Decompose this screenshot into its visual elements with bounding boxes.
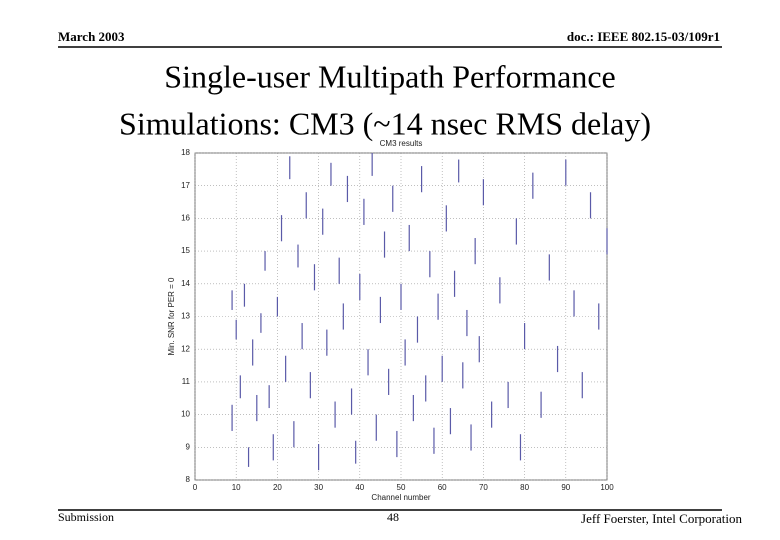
x-tick-label: 10 <box>232 483 241 492</box>
y-tick-label: 8 <box>186 475 191 484</box>
y-tick-label: 12 <box>181 344 190 353</box>
slide-title-line: Single-user Multipath Performance <box>164 58 615 94</box>
x-tick-label: 60 <box>438 483 447 492</box>
footer-left: Submission <box>58 510 114 524</box>
x-tick-label: 50 <box>397 483 406 492</box>
y-tick-label: 14 <box>181 279 190 288</box>
chart: 0 10 20 30 40 50 60 70 80 90 100 8 9 10 11 12 13 14 15 16 17… <box>167 139 614 502</box>
x-tick-label: 70 <box>479 483 488 492</box>
page-number: 48 <box>387 510 399 524</box>
x-tick-label: 80 <box>520 483 529 492</box>
header-date: March 2003 <box>58 29 125 44</box>
y-tick-label: 17 <box>181 181 190 190</box>
slide-title-line: Simulations: CM3 (~14 nsec RMS delay) <box>119 105 651 141</box>
x-tick-label: 100 <box>600 483 614 492</box>
x-tick-label: 40 <box>355 483 364 492</box>
header-doc: doc.: IEEE 802.15-03/109r1 <box>567 29 720 44</box>
y-tick-label: 9 <box>186 442 191 451</box>
y-axis-label: Min. SNR for PER = 0 <box>167 277 176 356</box>
y-tick-label: 11 <box>182 377 191 386</box>
y-tick-label: 13 <box>181 312 190 321</box>
y-tick-label: 16 <box>181 214 190 223</box>
x-tick-label: 90 <box>561 483 570 492</box>
x-axis-label: Channel number <box>371 493 430 502</box>
y-tick-label: 15 <box>181 246 190 255</box>
y-tick-label: 10 <box>181 410 190 419</box>
y-tick-label: 18 <box>181 148 190 157</box>
plot-frame <box>194 152 608 481</box>
x-tick-label: 30 <box>314 483 323 492</box>
x-tick-label: 20 <box>273 483 282 492</box>
footer-right: Jeff Foerster, Intel Corporation <box>581 511 742 526</box>
chart-title: CM3 results <box>380 139 423 148</box>
x-tick-label: 0 <box>193 483 198 492</box>
